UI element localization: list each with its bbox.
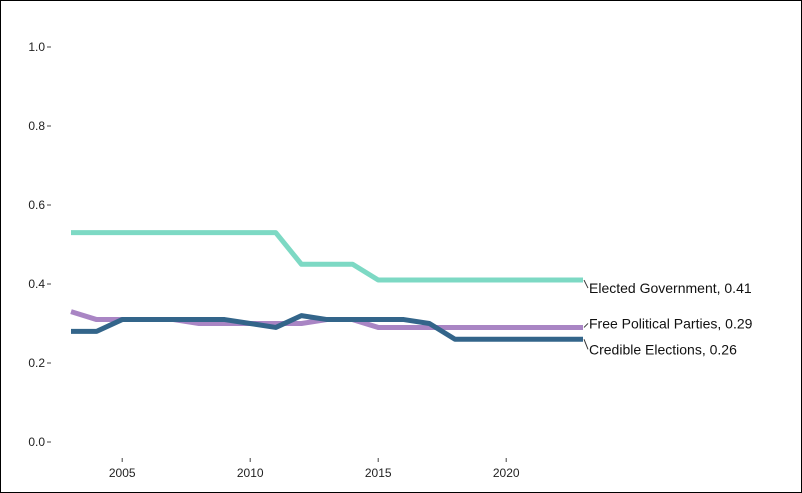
y-tick-label: 0.2 xyxy=(28,356,45,370)
y-tick-label: 1.0 xyxy=(28,40,45,54)
series-end-label: Free Political Parties, 0.29 xyxy=(589,315,753,331)
x-axis: 2005 2010 2015 2020 xyxy=(109,458,520,480)
y-tick-label: 0.4 xyxy=(28,277,45,291)
y-tick-label: 0.6 xyxy=(28,198,45,212)
series-line-elected-government xyxy=(71,230,583,283)
x-tick-label: 2015 xyxy=(365,466,392,480)
series-line-credible-elections xyxy=(71,313,583,342)
label-leader-line xyxy=(583,279,589,289)
y-tick-label: 0.0 xyxy=(28,435,45,449)
x-tick-label: 2020 xyxy=(493,466,520,480)
series-end-labels: Elected Government, 0.41 Free Political P… xyxy=(583,279,753,357)
series-end-label: Elected Government, 0.41 xyxy=(589,280,752,296)
y-tick-label: 0.8 xyxy=(28,119,45,133)
series-end-label: Credible Elections, 0.26 xyxy=(589,341,737,357)
y-axis: 0.0 0.2 0.4 0.6 0.8 1.0 xyxy=(28,40,51,449)
series-lines xyxy=(70,230,583,342)
label-leader-line xyxy=(583,323,589,328)
label-leader-line xyxy=(583,339,589,350)
x-tick-label: 2010 xyxy=(237,466,264,480)
x-tick-label: 2005 xyxy=(109,466,136,480)
